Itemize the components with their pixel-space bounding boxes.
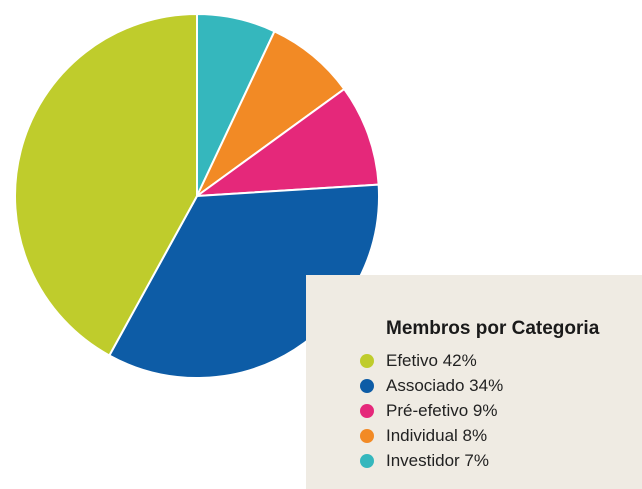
legend-title: Membros por Categoria <box>386 318 600 339</box>
legend-item-efetivo: Efetivo 42% <box>360 348 503 373</box>
legend-label-investidor: Investidor 7% <box>386 450 489 470</box>
legend-item-associado: Associado 34% <box>360 373 503 398</box>
legend-swatch-investidor <box>360 453 374 468</box>
legend-swatch-associado <box>360 378 374 393</box>
legend-list: Efetivo 42% Associado 34% Pré-efetivo 9%… <box>360 348 503 473</box>
legend-label-pre-efetivo: Pré-efetivo 9% <box>386 400 498 420</box>
pie-slice-efetivo <box>14 13 198 357</box>
legend-label-efetivo: Efetivo 42% <box>386 350 477 370</box>
legend-label-individual: Individual 8% <box>386 425 488 445</box>
legend-swatch-individual <box>360 428 374 443</box>
legend-swatch-efetivo <box>360 353 374 368</box>
legend-item-individual: Individual 8% <box>360 423 503 448</box>
legend-label-associado: Associado 34% <box>386 375 504 395</box>
pie-slice-pre-efetivo <box>196 88 380 197</box>
legend-swatch-pre-efetivo <box>360 403 374 418</box>
legend-item-pre-efetivo: Pré-efetivo 9% <box>360 398 503 423</box>
pie-slice-individual <box>196 30 346 197</box>
legend-box: Membros por Categoria Efetivo 42% Associ… <box>306 275 642 489</box>
legend-item-investidor: Investidor 7% <box>360 448 503 473</box>
